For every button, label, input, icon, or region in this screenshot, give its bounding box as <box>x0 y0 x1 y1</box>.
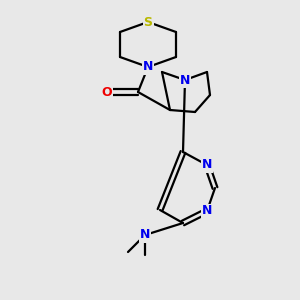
Text: N: N <box>180 74 190 86</box>
Text: N: N <box>202 158 212 172</box>
Text: O: O <box>102 85 112 98</box>
Text: N: N <box>202 205 212 218</box>
Text: S: S <box>143 16 152 28</box>
Text: N: N <box>140 229 150 242</box>
Text: N: N <box>143 61 153 74</box>
